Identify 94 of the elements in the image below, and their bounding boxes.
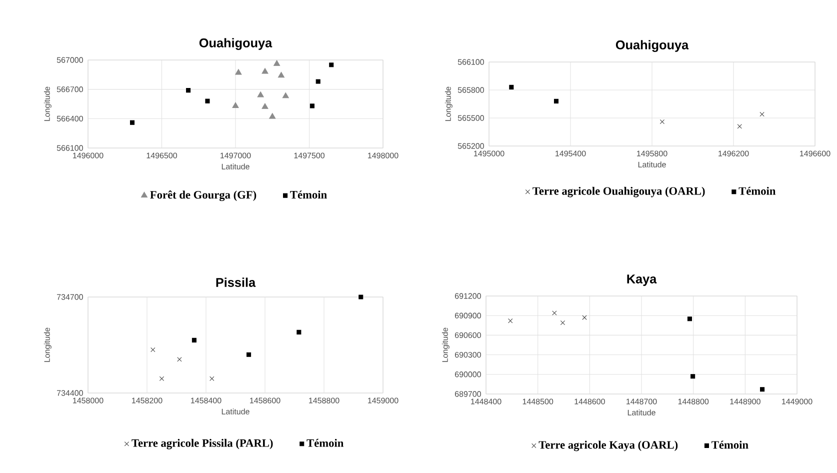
x-tick-label: 1448600 [574,398,605,404]
point [282,92,289,98]
point [582,315,587,320]
y-tick-label: 565500 [458,115,484,121]
x-axis-title: Latitude [222,164,250,170]
chart-title: Kaya [627,274,657,286]
legend-label: Témoin [712,440,748,449]
point [737,124,742,129]
x-tick-label: 1448700 [626,398,657,404]
x-tick-label: 1497000 [220,152,251,158]
x-tick-label: 1495400 [556,150,586,156]
legend-label: Terre agricole Pissila (PARL) [132,438,273,450]
y-tick-label: 734400 [57,390,83,396]
y-tick-label: 690900 [455,312,481,318]
point [232,102,239,108]
legend-label: Terre agricole Ouahigouya (OARL) [532,186,705,198]
point [329,62,334,68]
x-axis-title: Latitude [638,162,666,168]
x-tick-label: 1458000 [73,398,104,404]
x-tick-label: 1448900 [730,398,760,404]
legend-label: Témoin [290,190,327,199]
point [690,374,696,379]
y-tick-label: 566400 [56,116,83,122]
point [262,103,268,109]
y-tick-label: 566100 [458,59,484,65]
y-tick-label: 690600 [455,332,481,338]
y-tick-label: 566700 [56,86,83,92]
y-tick-label: 565200 [458,143,484,149]
point [760,112,764,117]
x-axis-title: Latitude [628,410,656,416]
y-axis-title: Longitude [442,328,450,362]
point [205,98,210,104]
y-axis-title: Longitude [44,86,52,121]
point [552,310,557,316]
point [235,68,242,75]
y-axis-title: Longitude [444,86,452,121]
x-tick-label: 1448800 [678,398,709,404]
x-tick-label: 1496500 [146,152,178,158]
point [560,320,566,326]
legend-label: Témoin [306,438,344,447]
point [554,98,559,104]
point [186,88,191,93]
point [358,294,364,300]
x-tick-label: 1496600 [800,150,830,156]
legend-label: Terre agricole Kaya (OARL) [538,440,678,452]
point [274,60,280,66]
point [159,376,164,381]
x-tick-label: 1459000 [368,398,398,404]
x-tick-label: 1448500 [522,398,554,404]
y-tick-label: 690300 [455,352,481,358]
chart-title: Ouahigouya [616,40,689,52]
point [296,330,302,334]
point [509,84,514,90]
point [687,316,692,322]
x-tick-label: 1497500 [294,152,325,158]
point [310,104,314,108]
point [150,347,156,352]
x-tick-label: 1458600 [250,398,280,404]
point [269,112,276,119]
chart-title: Pissila [216,278,256,287]
point [130,120,135,125]
x-tick-label: 1449000 [782,398,812,404]
y-tick-label: 689700 [455,391,481,397]
point [257,91,264,98]
x-tick-label: 1458200 [132,398,162,404]
legend-label: Forêt de Gourga (GF) [150,190,256,202]
x-tick-label: 1458800 [309,398,340,404]
y-tick-label: 567000 [56,57,83,63]
x-tick-label: 1448400 [471,398,502,404]
point [192,338,196,342]
x-tick-label: 1495800 [637,150,668,156]
point [262,68,268,74]
point [177,357,182,362]
x-tick-label: 1458400 [191,398,222,404]
x-tick-label: 1496200 [718,150,749,156]
legend-label: Témoin [738,186,776,195]
y-tick-label: 734700 [57,294,83,300]
y-tick-label: 566100 [56,145,83,151]
chart-title: Ouahigouya [199,38,272,50]
y-tick-label: 691200 [455,293,481,299]
y-tick-label: 565800 [458,87,484,93]
point [210,376,214,381]
x-tick-label: 1495000 [474,150,504,156]
point [760,387,765,392]
y-axis-title: Longitude [44,328,52,362]
point [660,119,665,124]
x-tick-label: 1496000 [73,152,104,158]
point [246,352,252,357]
y-tick-label: 690000 [455,372,481,378]
point [316,79,320,84]
point [508,318,513,324]
x-tick-label: 1498000 [368,152,398,158]
x-axis-title: Latitude [222,408,250,414]
point [278,72,285,78]
